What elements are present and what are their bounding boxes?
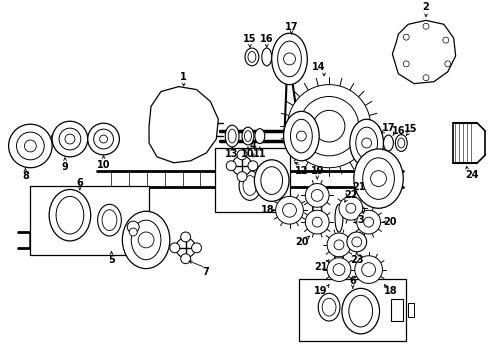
Text: 11: 11 [253,149,267,159]
Circle shape [305,210,329,234]
Text: 21: 21 [352,181,366,192]
Ellipse shape [284,111,319,161]
Text: 20: 20 [295,237,309,247]
Circle shape [192,243,201,253]
Polygon shape [392,21,456,84]
Text: 13: 13 [225,149,239,159]
Bar [30,185,149,255]
Ellipse shape [98,204,122,236]
Ellipse shape [254,160,289,201]
Text: 18: 18 [384,286,397,296]
Circle shape [339,197,363,220]
Circle shape [129,228,137,236]
Ellipse shape [384,135,393,151]
Ellipse shape [318,293,340,321]
Circle shape [357,210,381,234]
Ellipse shape [239,171,261,201]
Ellipse shape [342,288,380,334]
Circle shape [127,221,139,233]
Circle shape [237,172,247,181]
Text: 15: 15 [243,34,257,44]
Circle shape [181,254,191,264]
Text: 2: 2 [423,3,429,13]
Text: 22: 22 [344,190,358,201]
Polygon shape [149,87,218,163]
Text: 6: 6 [76,177,83,188]
Circle shape [232,156,252,176]
Text: 7: 7 [202,266,209,276]
Text: 19: 19 [311,166,324,176]
Text: 16: 16 [392,126,405,136]
Text: 24: 24 [466,170,479,180]
Circle shape [327,233,351,257]
Circle shape [248,161,258,171]
Circle shape [347,232,367,252]
Circle shape [88,123,120,155]
Circle shape [276,197,303,224]
Text: 23: 23 [350,255,364,265]
Text: 15: 15 [404,124,418,134]
Text: 16: 16 [260,34,273,44]
Circle shape [52,121,88,157]
Ellipse shape [262,48,272,66]
Ellipse shape [225,125,239,147]
Circle shape [237,150,247,160]
Text: 19: 19 [315,286,328,296]
Circle shape [181,232,191,242]
Ellipse shape [335,204,343,232]
Text: 3: 3 [357,215,364,225]
Ellipse shape [245,48,259,66]
Text: 8: 8 [22,171,29,181]
Ellipse shape [255,129,265,144]
Text: 17: 17 [285,22,298,32]
Circle shape [327,258,351,282]
Bar [215,148,290,212]
Circle shape [288,85,370,168]
Circle shape [51,133,61,143]
Bar [299,279,406,341]
Text: 18: 18 [261,205,274,215]
Text: 9: 9 [62,162,69,172]
Text: 4: 4 [249,141,256,151]
Circle shape [226,161,236,171]
Circle shape [176,238,196,258]
Ellipse shape [242,127,254,145]
Text: 10: 10 [97,160,110,170]
Ellipse shape [395,135,407,152]
Ellipse shape [272,33,307,85]
Circle shape [355,256,383,283]
Ellipse shape [122,211,170,269]
Text: 10: 10 [241,149,255,159]
Text: 5: 5 [108,255,115,265]
Text: 12: 12 [294,166,308,176]
Ellipse shape [49,189,91,241]
Text: 6: 6 [349,276,356,287]
Bar [408,303,414,317]
Text: 1: 1 [180,72,187,82]
Text: 17: 17 [382,123,395,133]
Circle shape [305,184,329,207]
Text: 21: 21 [315,262,328,272]
Circle shape [170,243,180,253]
Bar [392,299,403,321]
Text: 20: 20 [384,217,397,227]
Ellipse shape [354,149,403,208]
Text: 14: 14 [313,62,326,72]
Ellipse shape [350,119,384,167]
Circle shape [9,124,52,168]
